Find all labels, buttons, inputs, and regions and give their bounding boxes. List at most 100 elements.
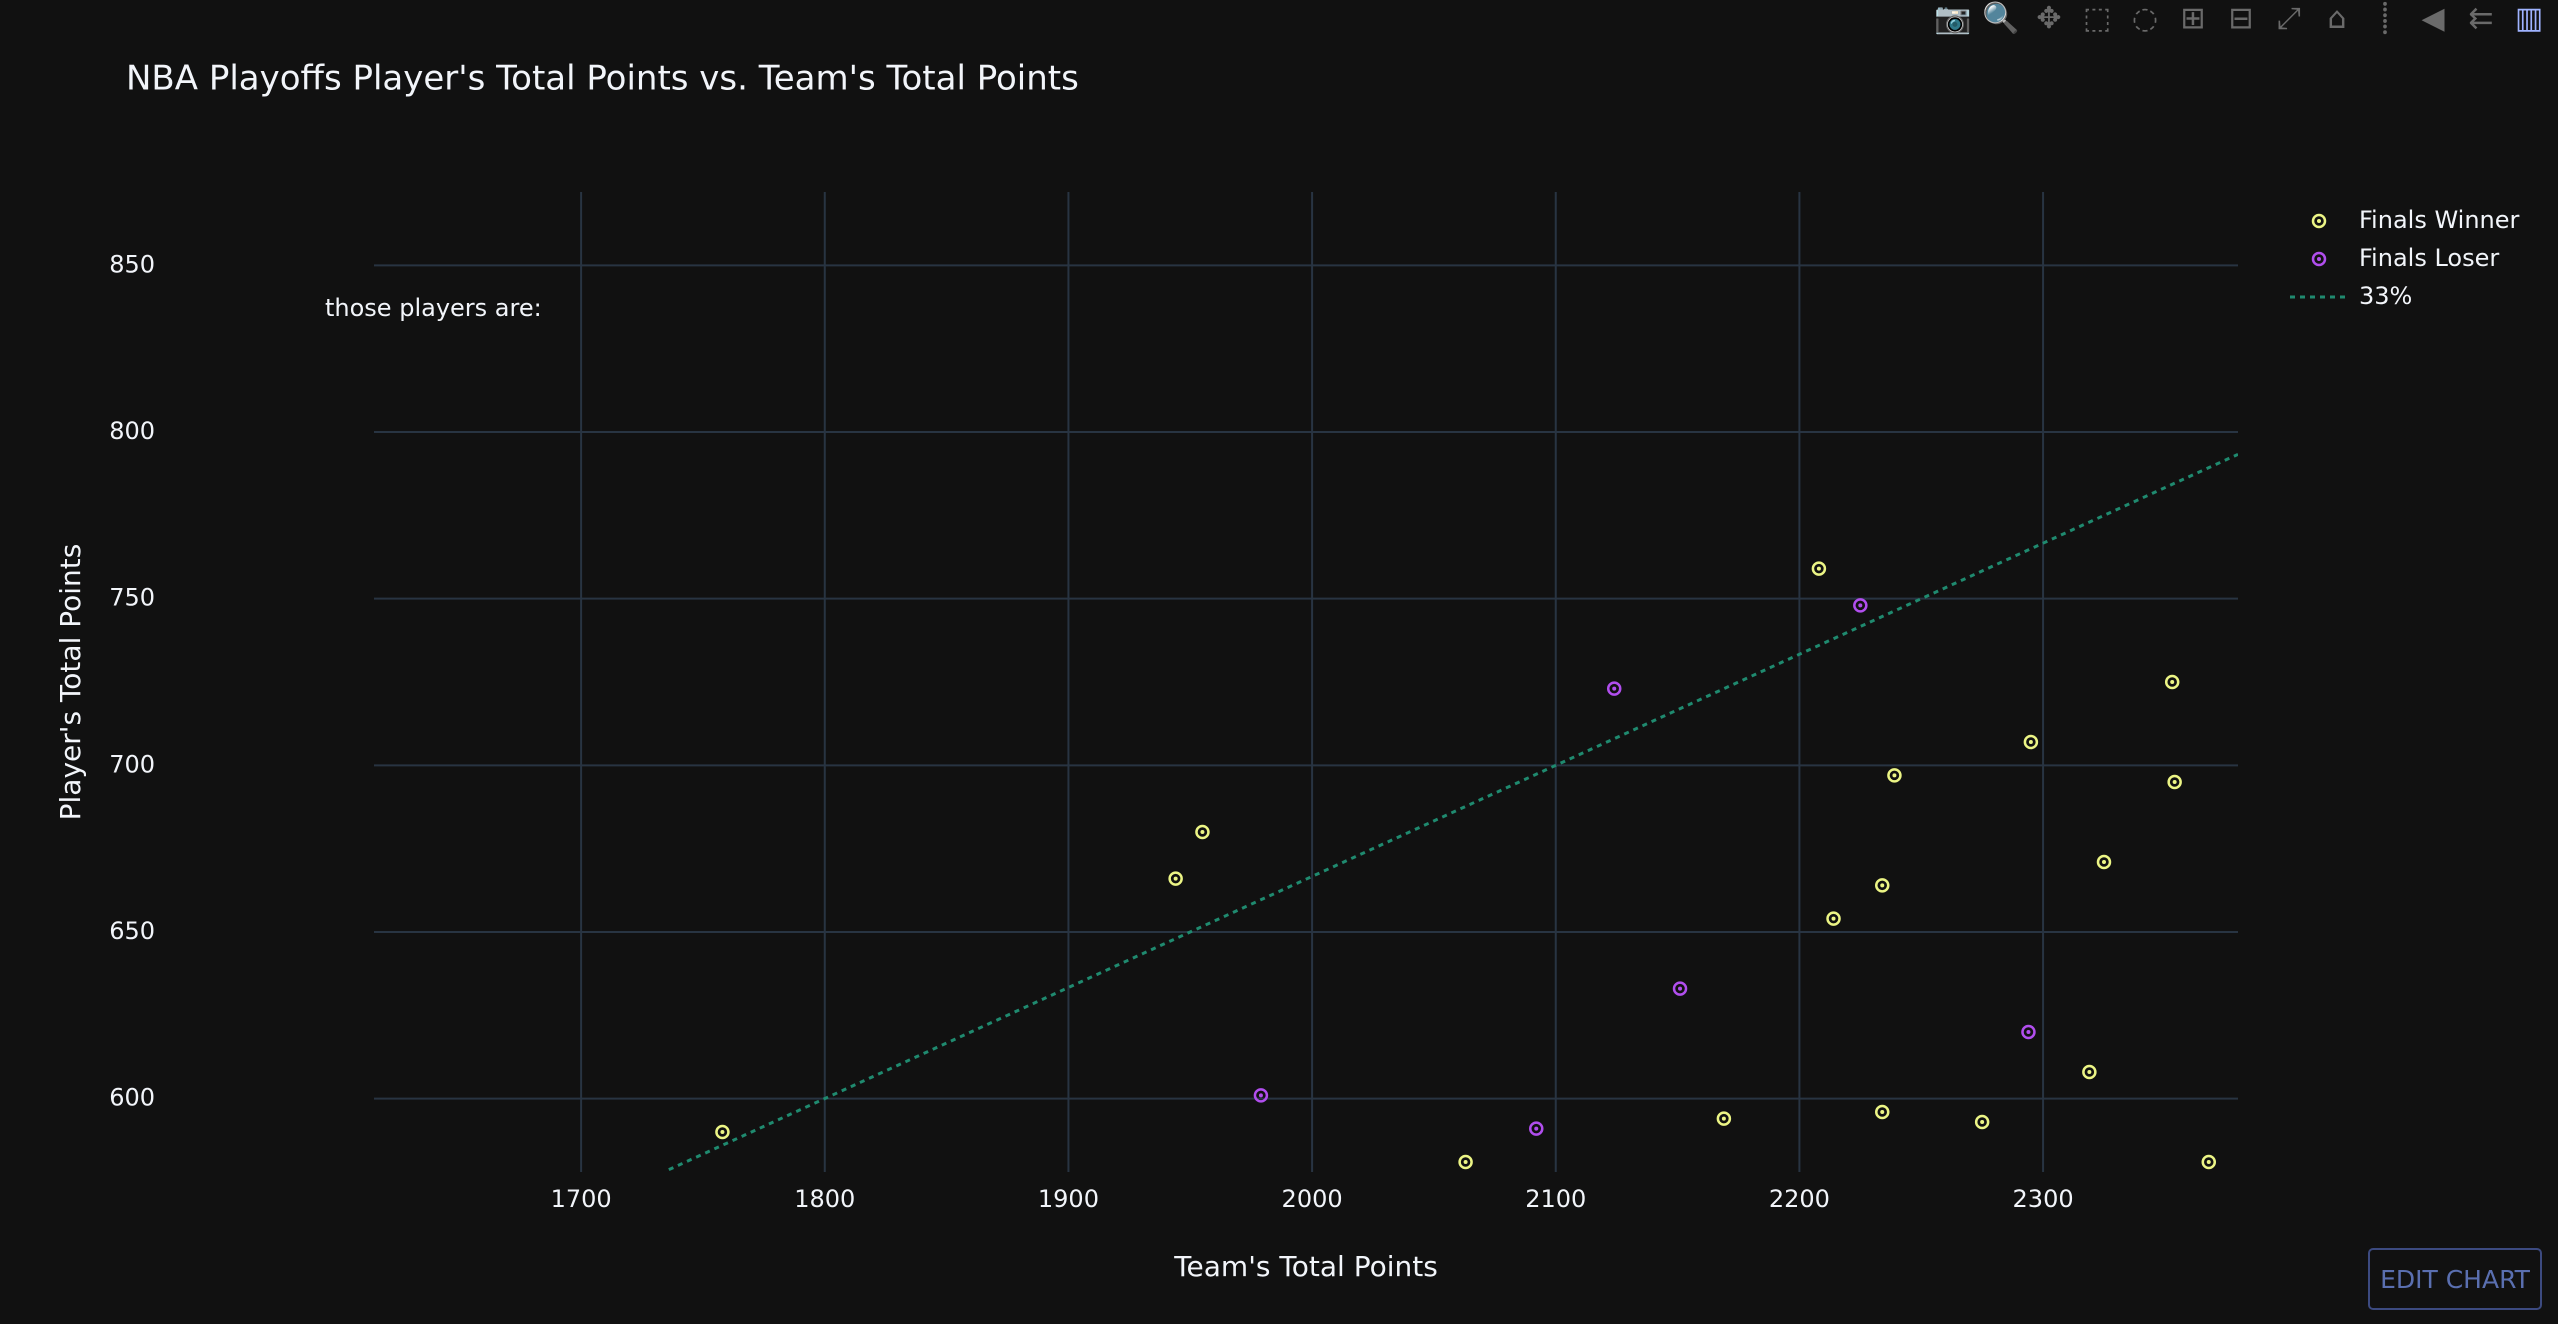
- legend-marker-dot: [2317, 219, 2321, 223]
- data-point-ring: [2167, 774, 2182, 790]
- data-point-dot: [1816, 566, 1821, 571]
- data-point[interactable]: [2021, 1024, 2036, 1040]
- annotation-text: those players are:: [325, 294, 542, 322]
- data-point[interactable]: [2096, 854, 2112, 870]
- y-tick-label: 850: [109, 250, 155, 278]
- x-tick-label: 1800: [794, 1185, 855, 1213]
- x-tick-label: 2300: [2013, 1185, 2074, 1213]
- box-select-icon[interactable]: ⬚: [2082, 1, 2112, 36]
- data-point[interactable]: [2201, 1154, 2217, 1170]
- data-point[interactable]: [1716, 1111, 1732, 1126]
- series-finals-winner: [715, 561, 2217, 1170]
- data-point[interactable]: [1887, 768, 1902, 783]
- plot-area: [668, 452, 2238, 1172]
- data-point-dot: [1831, 916, 1836, 921]
- legend-33-percent[interactable]: 33%: [2290, 282, 2412, 310]
- legend-label: 33%: [2359, 282, 2412, 310]
- legend-marker-swatch: [2311, 251, 2327, 267]
- data-point[interactable]: [2023, 734, 2039, 750]
- legend-marker-swatch: [2311, 213, 2327, 229]
- data-point-ring: [2096, 854, 2112, 870]
- data-point-dot: [1612, 686, 1617, 691]
- legend-label: Finals Loser: [2359, 244, 2499, 272]
- y-tick-label: 650: [109, 917, 155, 945]
- data-point-ring: [1529, 1121, 1544, 1136]
- pan-icon[interactable]: ✥: [2036, 1, 2062, 36]
- data-point-dot: [1721, 1116, 1726, 1121]
- trend-line-33-percent: [668, 452, 2238, 1172]
- grid: [374, 192, 2238, 1172]
- data-point-dot: [1258, 1093, 1263, 1098]
- data-point-ring: [1887, 768, 1902, 783]
- legend-finals-winner[interactable]: Finals Winner: [2311, 206, 2520, 234]
- data-point-ring: [2021, 1024, 2036, 1040]
- data-point-ring: [1458, 1154, 1473, 1170]
- legend-marker-dot: [2317, 257, 2321, 261]
- data-point[interactable]: [2167, 774, 2182, 790]
- data-point-dot: [1534, 1126, 1539, 1131]
- data-point-ring: [1974, 1114, 1990, 1130]
- data-point-ring: [1195, 824, 1210, 840]
- zoom-icon[interactable]: 🔍: [1982, 1, 2020, 36]
- data-point-ring: [1672, 981, 1688, 996]
- reset-axes-icon[interactable]: ⌂: [2327, 1, 2347, 36]
- data-point[interactable]: [1458, 1154, 1473, 1170]
- data-point-ring: [1716, 1111, 1732, 1126]
- x-tick-label: 2000: [1282, 1185, 1343, 1213]
- data-point-dot: [1858, 603, 1863, 608]
- hover-closest-icon[interactable]: ◀: [2421, 1, 2445, 36]
- data-point-dot: [1678, 986, 1683, 991]
- data-point-dot: [2101, 860, 2106, 864]
- y-tick-label: 700: [109, 750, 155, 778]
- data-point[interactable]: [2082, 1064, 2097, 1080]
- data-point-ring: [2023, 734, 2039, 750]
- data-point[interactable]: [1529, 1121, 1544, 1136]
- data-point[interactable]: [1168, 871, 1183, 886]
- x-tick-label: 2100: [1525, 1185, 1586, 1213]
- x-tick-label: 2200: [1769, 1185, 1830, 1213]
- data-point-dot: [720, 1130, 725, 1134]
- data-point[interactable]: [1672, 981, 1688, 996]
- data-point[interactable]: [2164, 674, 2180, 690]
- data-point[interactable]: [1974, 1114, 1990, 1130]
- x-tick-label: 1900: [1038, 1185, 1099, 1213]
- zoom-out-icon[interactable]: ⊟: [2228, 1, 2254, 36]
- data-point[interactable]: [1253, 1088, 1269, 1103]
- zoom-in-icon[interactable]: ⊞: [2180, 1, 2206, 36]
- data-point-ring: [1168, 871, 1183, 886]
- data-point-dot: [2172, 780, 2177, 784]
- hover-compare-icon[interactable]: ⇇: [2468, 1, 2494, 36]
- data-point-dot: [1463, 1160, 1468, 1164]
- data-point[interactable]: [1875, 878, 1890, 893]
- data-point-ring: [715, 1124, 730, 1140]
- data-point[interactable]: [715, 1124, 730, 1140]
- data-point[interactable]: [1195, 824, 1210, 840]
- data-point-dot: [2206, 1160, 2211, 1164]
- data-point-dot: [1880, 883, 1885, 888]
- data-point-dot: [2170, 680, 2175, 684]
- data-point-ring: [1811, 561, 1827, 576]
- data-point-ring: [1853, 598, 1868, 613]
- data-point-ring: [1875, 878, 1890, 893]
- edit-chart-button[interactable]: EDIT CHART: [2368, 1248, 2542, 1310]
- camera-icon[interactable]: 📷: [1934, 1, 1972, 36]
- data-point[interactable]: [1875, 1104, 1890, 1120]
- data-point[interactable]: [1853, 598, 1868, 613]
- y-tick-label: 800: [109, 417, 155, 445]
- data-point[interactable]: [1606, 681, 1622, 696]
- legend-finals-loser[interactable]: Finals Loser: [2311, 244, 2499, 272]
- spike-lines-icon[interactable]: ⸽: [2381, 1, 2389, 36]
- series-finals-loser: [1253, 598, 2036, 1136]
- data-point[interactable]: [1811, 561, 1827, 576]
- autoscale-icon[interactable]: ⤢: [2277, 1, 2301, 36]
- data-point-dot: [1880, 1110, 1885, 1114]
- legend: Finals Winner Finals Loser 33%: [2290, 206, 2520, 310]
- plotly-logo-icon[interactable]: ▥: [2514, 1, 2544, 36]
- data-point-dot: [1173, 876, 1178, 881]
- data-point[interactable]: [1826, 911, 1841, 926]
- chart-title: NBA Playoffs Player's Total Points vs. T…: [126, 59, 1079, 99]
- data-point-dot: [1200, 830, 1205, 834]
- lasso-select-icon[interactable]: ◌: [2131, 1, 2159, 36]
- data-point-ring: [1253, 1088, 1269, 1103]
